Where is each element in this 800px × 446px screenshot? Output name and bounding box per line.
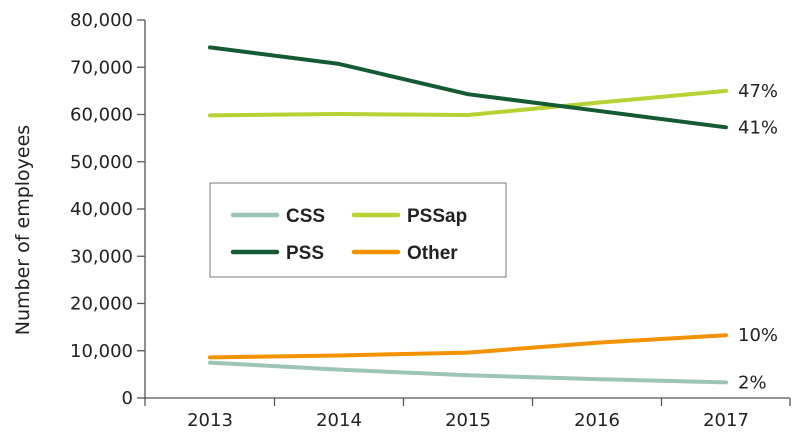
legend-label-other: Other (407, 243, 458, 264)
end-label-css: 2% (738, 372, 767, 393)
x-tick-label: 2016 (574, 410, 620, 431)
legend-label-css: CSS (286, 206, 325, 227)
y-axis-ticks: 0 10,000 20,000 30,000 40,000 50,000 60,000 70,… (70, 10, 145, 409)
series-line-css (208, 360, 728, 385)
y-tick-label: 0 (122, 388, 133, 409)
end-label-pssap: 47% (738, 81, 778, 102)
series-lines (208, 45, 728, 385)
y-tick-label: 20,000 (70, 294, 133, 315)
y-tick-label: 40,000 (70, 199, 133, 220)
x-axis-ticks: 2013 2014 2015 2016 2017 (144, 398, 791, 431)
y-tick-label: 60,000 (70, 105, 133, 126)
end-label-other: 10% (738, 325, 778, 346)
x-tick-label: 2013 (187, 410, 233, 431)
legend-label-pssap: PSSap (407, 206, 467, 227)
y-tick-label: 10,000 (70, 341, 133, 362)
y-tick-label: 80,000 (70, 10, 133, 31)
legend: CSS PSSap PSS Other (209, 182, 507, 278)
y-tick-label: 50,000 (70, 152, 133, 173)
legend-label-pss: PSS (286, 243, 324, 264)
series-end-labels: 2% 47% 41% 10% (738, 81, 778, 394)
x-tick-label: 2017 (703, 410, 749, 431)
y-tick-label: 30,000 (70, 246, 133, 267)
end-label-pss: 41% (738, 117, 778, 138)
x-tick-label: 2015 (445, 410, 491, 431)
legend-box (209, 182, 507, 278)
y-axis-title: Number of employees (12, 125, 34, 335)
series-line-pssap (208, 88, 728, 118)
x-tick-label: 2014 (316, 410, 362, 431)
series-line-other (208, 333, 728, 360)
y-tick-label: 70,000 (70, 57, 133, 78)
series-line-pss (208, 45, 728, 130)
